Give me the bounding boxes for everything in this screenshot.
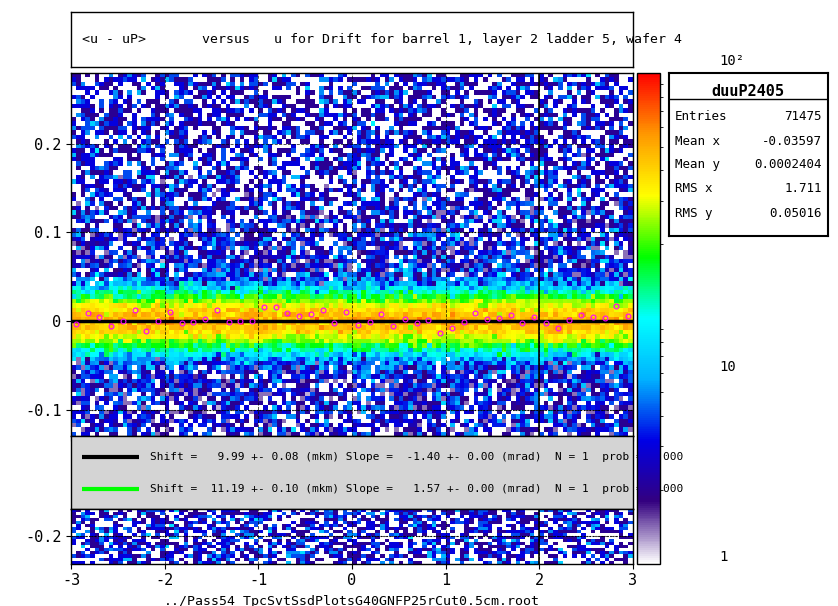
Text: 71475: 71475 bbox=[784, 110, 821, 124]
Text: <u - uP>       versus   u for Drift for barrel 1, layer 2 ladder 5, wafer 4: <u - uP> versus u for Drift for barrel 1… bbox=[82, 33, 682, 46]
Text: Mean x: Mean x bbox=[675, 135, 720, 148]
Text: Shift =  11.19 +- 0.10 (mkm) Slope =   1.57 +- 0.00 (mrad)  N = 1  prob = 0.000: Shift = 11.19 +- 0.10 (mkm) Slope = 1.57… bbox=[150, 484, 683, 494]
Text: 0.0002404: 0.0002404 bbox=[754, 158, 821, 171]
Text: duuP2405: duuP2405 bbox=[711, 84, 785, 99]
Text: 0.05016: 0.05016 bbox=[769, 207, 821, 220]
Text: RMS y: RMS y bbox=[675, 207, 712, 220]
Text: RMS x: RMS x bbox=[675, 182, 712, 195]
Text: -0.03597: -0.03597 bbox=[762, 135, 821, 148]
Text: Shift =   9.99 +- 0.08 (mkm) Slope =  -1.40 +- 0.00 (mrad)  N = 1  prob = 0.000: Shift = 9.99 +- 0.08 (mkm) Slope = -1.40… bbox=[150, 451, 683, 462]
Text: Mean y: Mean y bbox=[675, 158, 720, 171]
Text: Entries: Entries bbox=[675, 110, 727, 124]
Text: 10²: 10² bbox=[719, 54, 744, 68]
X-axis label: ../Pass54_TpcSvtSsdPlotsG40GNFP25rCut0.5cm.root: ../Pass54_TpcSvtSsdPlotsG40GNFP25rCut0.5… bbox=[164, 595, 540, 606]
Text: 10: 10 bbox=[719, 360, 736, 375]
Text: 1.711: 1.711 bbox=[784, 182, 821, 195]
Text: 1: 1 bbox=[719, 550, 727, 564]
